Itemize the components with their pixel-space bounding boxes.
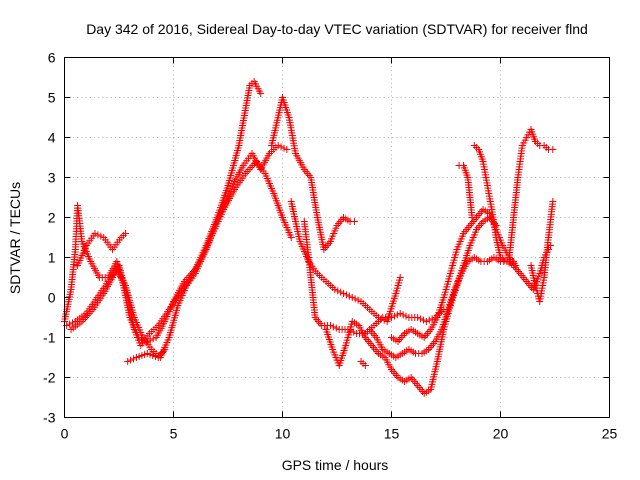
- data-marks: [61, 78, 557, 397]
- data-point: [345, 292, 353, 300]
- series-track-12: [388, 206, 520, 345]
- data-point: [66, 320, 74, 328]
- data-point: [130, 355, 138, 363]
- data-point: [326, 322, 334, 329]
- series-track-9: [322, 214, 500, 397]
- data-point: [122, 230, 130, 237]
- series-track-1: [61, 78, 265, 345]
- y-tick-label: 2: [48, 210, 56, 226]
- data-point: [549, 198, 557, 205]
- data-point: [329, 323, 337, 331]
- y-tick-label: -3: [43, 410, 56, 426]
- x-axis-title: GPS time / hours: [282, 457, 389, 473]
- data-point: [127, 356, 135, 364]
- data-point: [414, 314, 422, 321]
- series-track-6: [268, 94, 358, 253]
- y-tick-label: 0: [48, 290, 56, 306]
- data-point: [124, 358, 132, 365]
- data-point: [332, 324, 340, 332]
- series-track-3: [67, 158, 295, 349]
- series-track-4: [74, 230, 130, 269]
- y-tick-label: 4: [48, 130, 56, 146]
- y-tick-label: 6: [48, 50, 56, 66]
- data-point: [68, 319, 76, 327]
- x-tick-label: 5: [170, 426, 178, 442]
- data-point: [402, 312, 410, 320]
- data-point: [283, 146, 291, 153]
- axis-ticks: [64, 57, 610, 418]
- data-point: [274, 142, 282, 149]
- data-point: [334, 287, 342, 295]
- data-point: [422, 318, 430, 325]
- x-tick-label: 0: [61, 426, 69, 442]
- data-point: [149, 335, 157, 343]
- x-tick-label: 25: [602, 426, 618, 442]
- data-point: [277, 143, 285, 151]
- data-point: [161, 346, 169, 353]
- data-point: [91, 230, 99, 237]
- y-tick-label: 1: [48, 250, 56, 266]
- data-point: [399, 311, 407, 319]
- series-track-13: [455, 162, 476, 221]
- y-tick-label: 5: [48, 90, 56, 106]
- x-tick-label: 15: [384, 426, 400, 442]
- y-tick-label: -2: [43, 370, 56, 386]
- data-point: [342, 291, 350, 299]
- series-track-5: [124, 346, 169, 365]
- y-tick-label: 3: [48, 170, 56, 186]
- x-tick-label: 20: [493, 426, 509, 442]
- x-tick-label: 10: [275, 426, 291, 442]
- data-point: [388, 314, 395, 321]
- data-point: [417, 315, 425, 323]
- data-point: [396, 274, 404, 281]
- data-point: [354, 296, 362, 304]
- x-tick-labels: 0 5 10 15 20 25: [61, 426, 618, 442]
- data-point: [287, 234, 295, 241]
- data-point: [97, 232, 105, 240]
- data-point: [350, 218, 358, 225]
- data-point: [396, 310, 404, 317]
- data-point: [351, 295, 359, 303]
- y-axis-title: SDTVAR / TECUs: [7, 182, 23, 294]
- data-point: [340, 290, 348, 297]
- data-point: [549, 146, 557, 153]
- plot-frame: [64, 57, 610, 418]
- data-point: [361, 362, 369, 369]
- data-point: [348, 294, 356, 301]
- data-point: [468, 214, 476, 221]
- series-track-10: [357, 358, 369, 369]
- y-tick-label: -1: [43, 330, 56, 346]
- y-tick-labels: -3 -2 -1 0 1 2 3 4 5 6: [43, 50, 56, 426]
- data-point: [331, 286, 339, 293]
- data-point: [390, 312, 398, 320]
- data-point: [280, 144, 288, 152]
- series-track-11: [366, 254, 518, 361]
- data-point: [425, 316, 433, 324]
- data-point: [94, 231, 102, 239]
- series-track-15: [505, 126, 557, 261]
- chart-title: Day 342 of 2016, Sidereal Day-to-day VTE…: [86, 21, 588, 37]
- data-point: [257, 90, 265, 97]
- series-track-16: [527, 198, 557, 305]
- data-point: [337, 288, 345, 296]
- series-track-2: [63, 142, 291, 361]
